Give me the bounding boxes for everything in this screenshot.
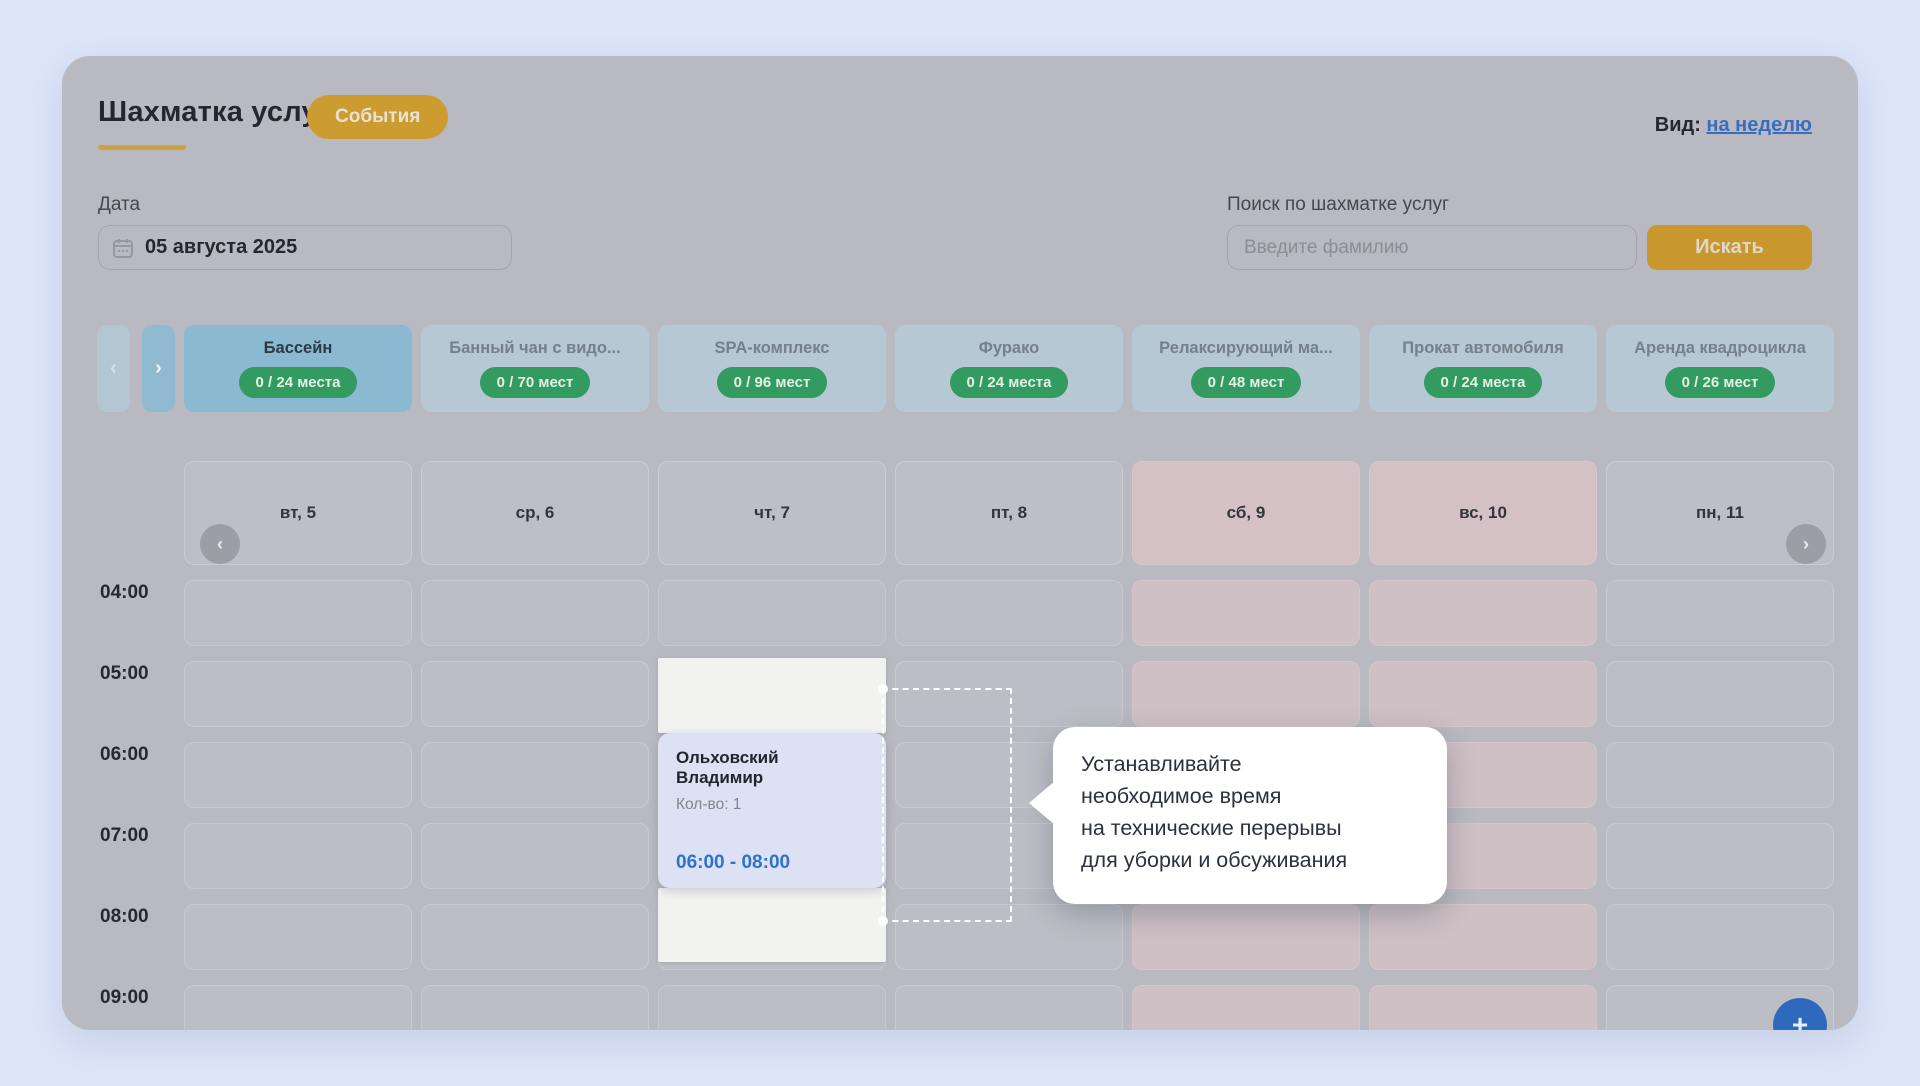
time-label: 04:00 bbox=[100, 582, 149, 603]
tooltip-arrow bbox=[1029, 781, 1055, 825]
date-input[interactable]: 05 августа 2025 bbox=[98, 225, 512, 270]
booking-quantity: Кол-во: 1 bbox=[676, 796, 742, 813]
grid-cell[interactable] bbox=[1132, 661, 1360, 727]
day-header-cell: пт, 8 bbox=[895, 461, 1123, 565]
events-button[interactable]: События bbox=[307, 95, 449, 139]
grid-cell[interactable] bbox=[1606, 904, 1834, 970]
booking-card[interactable]: Ольховский Владимир Кол-во: 1 06:00 - 08… bbox=[658, 733, 886, 888]
grid-cell[interactable] bbox=[421, 904, 649, 970]
technical-break-cell-bottom[interactable] bbox=[658, 888, 886, 962]
service-tab-name: Аренда квадроцикла bbox=[1634, 339, 1806, 357]
service-tab-name: SPA-комплекс bbox=[714, 339, 830, 357]
onboarding-tooltip: Устанавливайте необходимое время на техн… bbox=[1029, 727, 1447, 904]
tabs-scroll-right-button[interactable]: › bbox=[142, 325, 175, 412]
grid-cell[interactable] bbox=[895, 985, 1123, 1030]
date-label: Дата bbox=[98, 194, 141, 215]
day-header-cell: сб, 9 bbox=[1132, 461, 1360, 565]
service-tab-name: Прокат автомобиля bbox=[1402, 339, 1564, 357]
time-label: 08:00 bbox=[100, 906, 149, 927]
service-tab[interactable]: Банный чан с видо... 0 / 70 мест bbox=[421, 325, 649, 412]
calendar-icon bbox=[113, 238, 133, 258]
service-tab[interactable]: SPA-комплекс 0 / 96 мест bbox=[658, 325, 886, 412]
grid-cell[interactable] bbox=[895, 580, 1123, 646]
service-capacity-badge: 0 / 48 мест bbox=[1190, 367, 1302, 398]
grid-cell[interactable] bbox=[1606, 823, 1834, 889]
grid-cell[interactable] bbox=[184, 904, 412, 970]
time-label: 09:00 bbox=[100, 987, 149, 1008]
grid-cell[interactable] bbox=[184, 742, 412, 808]
service-tab-name: Бассейн bbox=[263, 339, 333, 357]
service-capacity-badge: 0 / 24 места bbox=[949, 367, 1069, 398]
search-button[interactable]: Искать bbox=[1647, 225, 1812, 270]
chevron-left-icon: ‹ bbox=[110, 357, 117, 379]
scheduler-panel: Шахматка услуг События Вид: на неделю Да… bbox=[62, 56, 1858, 1030]
grid-cell[interactable] bbox=[421, 580, 649, 646]
tooltip-text: Устанавливайте необходимое время на техн… bbox=[1081, 752, 1348, 872]
chevron-right-icon: › bbox=[155, 357, 162, 379]
service-capacity-badge: 0 / 70 мест bbox=[479, 367, 591, 398]
grid-cell[interactable] bbox=[184, 661, 412, 727]
booking-time-range: 06:00 - 08:00 bbox=[676, 852, 791, 873]
search-label: Поиск по шахматке услуг bbox=[1227, 194, 1449, 215]
chevron-left-icon: ‹ bbox=[217, 533, 223, 554]
time-label: 07:00 bbox=[100, 825, 149, 846]
time-label: 06:00 bbox=[100, 744, 149, 765]
grid-cell[interactable] bbox=[1132, 580, 1360, 646]
service-tab-name: Релаксирующий ма... bbox=[1159, 339, 1333, 357]
grid-cell[interactable] bbox=[1132, 904, 1360, 970]
tabs-scroll-left-button[interactable]: ‹ bbox=[97, 325, 130, 412]
grid-cell[interactable] bbox=[895, 904, 1123, 970]
grid-cell[interactable] bbox=[421, 742, 649, 808]
search-input[interactable] bbox=[1227, 225, 1637, 270]
service-tab[interactable]: Фурако 0 / 24 места bbox=[895, 325, 1123, 412]
grid-cell[interactable] bbox=[1369, 580, 1597, 646]
service-capacity-badge: 0 / 24 места bbox=[238, 367, 358, 398]
view-switcher: Вид: на неделю bbox=[1655, 114, 1812, 137]
grid-cell[interactable] bbox=[895, 661, 1123, 727]
technical-break-cell-top[interactable] bbox=[658, 658, 886, 733]
grid-cell[interactable] bbox=[1132, 985, 1360, 1030]
grid-cell[interactable] bbox=[421, 661, 649, 727]
grid-cell[interactable] bbox=[1606, 580, 1834, 646]
service-tab-name: Банный чан с видо... bbox=[449, 339, 621, 357]
service-capacity-badge: 0 / 96 мест bbox=[716, 367, 828, 398]
grid-cell[interactable] bbox=[184, 580, 412, 646]
plus-icon: + bbox=[1791, 1009, 1809, 1031]
service-tab[interactable]: Прокат автомобиля 0 / 24 места bbox=[1369, 325, 1597, 412]
week-prev-button[interactable]: ‹ bbox=[200, 524, 240, 564]
booking-client-name: Ольховский Владимир bbox=[676, 748, 779, 787]
grid-cell[interactable] bbox=[184, 985, 412, 1030]
service-capacity-badge: 0 / 24 места bbox=[1423, 367, 1543, 398]
grid-cell[interactable] bbox=[421, 823, 649, 889]
grid-cell[interactable] bbox=[1369, 985, 1597, 1030]
service-tab[interactable]: Аренда квадроцикла 0 / 26 мест bbox=[1606, 325, 1834, 412]
grid-cell[interactable] bbox=[1606, 742, 1834, 808]
service-tab[interactable]: Релаксирующий ма... 0 / 48 мест bbox=[1132, 325, 1360, 412]
service-tab-name: Фурако bbox=[978, 339, 1040, 357]
grid-cell[interactable] bbox=[1606, 661, 1834, 727]
view-label: Вид: bbox=[1654, 114, 1701, 136]
service-tab[interactable]: Бассейн 0 / 24 места bbox=[184, 325, 412, 412]
title-underline bbox=[98, 145, 186, 150]
grid-cell[interactable] bbox=[421, 985, 649, 1030]
view-week-link[interactable]: на неделю bbox=[1706, 114, 1812, 136]
day-header-cell: чт, 7 bbox=[658, 461, 886, 565]
grid-cell[interactable] bbox=[658, 985, 886, 1030]
chevron-right-icon: › bbox=[1803, 533, 1809, 554]
page-title: Шахматка услуг bbox=[98, 96, 331, 128]
grid-cell[interactable] bbox=[1369, 904, 1597, 970]
service-capacity-badge: 0 / 26 мест bbox=[1664, 367, 1776, 398]
day-header-cell: ср, 6 bbox=[421, 461, 649, 565]
week-next-button[interactable]: › bbox=[1786, 524, 1826, 564]
time-label: 05:00 bbox=[100, 663, 149, 684]
grid-cell[interactable] bbox=[658, 580, 886, 646]
grid-cell[interactable] bbox=[184, 823, 412, 889]
day-header-cell: вс, 10 bbox=[1369, 461, 1597, 565]
date-value: 05 августа 2025 bbox=[145, 236, 298, 258]
grid-cell[interactable] bbox=[1369, 661, 1597, 727]
